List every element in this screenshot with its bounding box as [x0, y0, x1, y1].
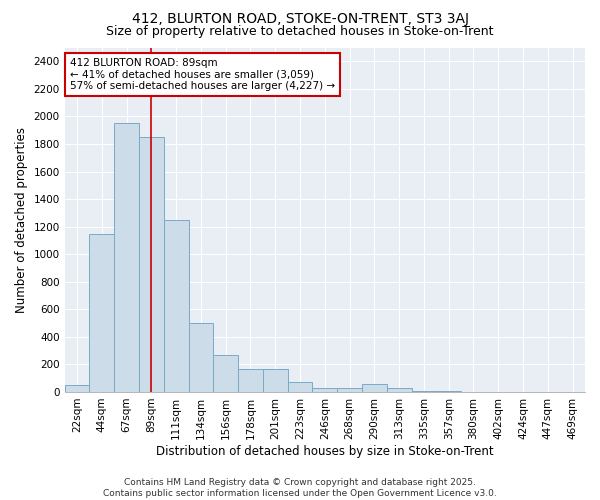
Bar [313, 388, 337, 392]
Bar [164, 220, 188, 392]
Bar [263, 368, 287, 392]
Bar [214, 355, 238, 392]
Bar [188, 323, 214, 392]
Bar [287, 382, 313, 392]
Bar [139, 137, 164, 392]
Text: 412 BLURTON ROAD: 89sqm
← 41% of detached houses are smaller (3,059)
57% of semi: 412 BLURTON ROAD: 89sqm ← 41% of detache… [70, 58, 335, 91]
Bar [362, 384, 387, 392]
Text: 412, BLURTON ROAD, STOKE-ON-TRENT, ST3 3AJ: 412, BLURTON ROAD, STOKE-ON-TRENT, ST3 3… [131, 12, 469, 26]
Bar [387, 388, 412, 392]
Bar [238, 368, 263, 392]
Text: Size of property relative to detached houses in Stoke-on-Trent: Size of property relative to detached ho… [106, 25, 494, 38]
Bar [337, 388, 362, 392]
Bar [89, 234, 114, 392]
Bar [114, 124, 139, 392]
Bar [412, 390, 436, 392]
X-axis label: Distribution of detached houses by size in Stoke-on-Trent: Distribution of detached houses by size … [156, 444, 494, 458]
Y-axis label: Number of detached properties: Number of detached properties [15, 126, 28, 312]
Text: Contains HM Land Registry data © Crown copyright and database right 2025.
Contai: Contains HM Land Registry data © Crown c… [103, 478, 497, 498]
Bar [65, 385, 89, 392]
